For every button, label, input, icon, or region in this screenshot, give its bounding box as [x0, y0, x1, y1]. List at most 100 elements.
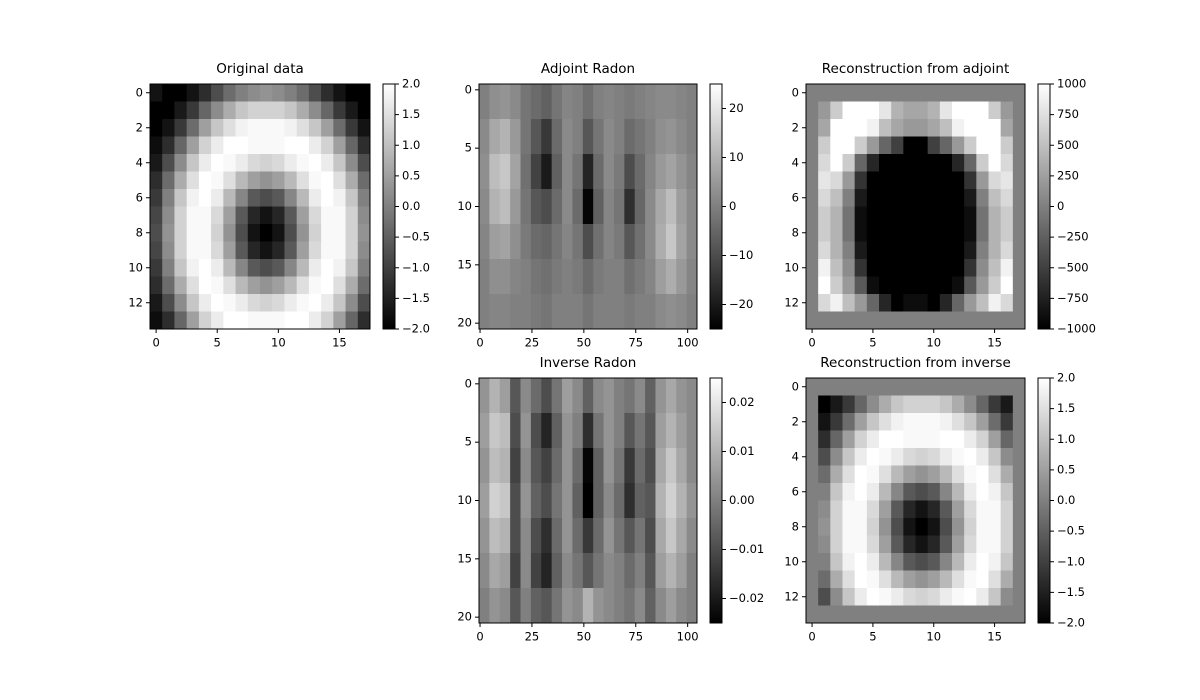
pixel [879, 395, 892, 414]
pixel [655, 413, 667, 449]
pixel [830, 535, 843, 554]
pixel [903, 259, 916, 277]
pixel [479, 154, 490, 190]
pixel [260, 119, 273, 137]
pixel [686, 84, 698, 120]
pixel [593, 154, 604, 190]
colorbar-tick-label: 750 [1057, 107, 1079, 121]
pixel [964, 276, 977, 295]
pixel [572, 189, 584, 225]
pixel [891, 206, 904, 225]
pixel [1012, 224, 1026, 242]
pixel [818, 101, 831, 120]
pixel [520, 154, 532, 190]
pixel [903, 465, 916, 484]
pixel [520, 518, 532, 554]
pixel [976, 605, 989, 624]
pixel [541, 119, 553, 155]
colorbar-tick-label: −750 [1057, 291, 1089, 305]
pixel [211, 276, 224, 295]
pixel [489, 259, 501, 295]
pixel [665, 259, 677, 295]
pixel [686, 413, 698, 449]
pixel [162, 276, 175, 295]
pixel [866, 136, 880, 155]
pixel [198, 311, 212, 330]
pixel [634, 448, 646, 484]
pixel [891, 171, 904, 190]
pixel [806, 241, 819, 260]
pixel [842, 136, 856, 155]
pixel [260, 84, 273, 102]
pixel [891, 311, 904, 330]
pixel [915, 189, 929, 207]
pixel [634, 294, 646, 330]
pixel [927, 259, 941, 277]
pixel [296, 294, 310, 312]
pixel [582, 553, 594, 589]
pixel [520, 259, 532, 295]
pixel [964, 101, 977, 120]
pixel [624, 119, 636, 155]
pixel [854, 535, 868, 554]
pixel [842, 570, 856, 589]
pixel [939, 259, 953, 277]
pixel [284, 311, 298, 330]
pixel [260, 154, 273, 172]
pixel [665, 588, 677, 624]
pixel [1000, 101, 1014, 120]
pixel [854, 171, 868, 190]
pixel [676, 483, 688, 519]
pixel [211, 259, 224, 277]
pixel [1012, 500, 1026, 519]
pixel [150, 84, 163, 102]
pixel [976, 535, 989, 554]
pixel [551, 119, 563, 155]
colorbar-tick-label: 1.5 [1057, 401, 1075, 415]
pixel [1012, 84, 1026, 102]
pixel [198, 136, 212, 155]
pixel [479, 553, 490, 589]
pixel [927, 154, 941, 172]
pixel [198, 206, 212, 225]
chart-title: Adjoint Radon [541, 61, 635, 77]
pixel [939, 154, 953, 172]
pixel [818, 189, 831, 207]
pixel [530, 518, 542, 554]
pixel [830, 171, 843, 190]
pixel [939, 395, 953, 414]
pixel [806, 154, 819, 172]
pixel [655, 154, 667, 190]
y-tick-label: 2 [792, 414, 799, 428]
pixel [676, 553, 688, 589]
pixel [510, 154, 521, 190]
pixel [235, 206, 249, 225]
pixel [321, 276, 334, 295]
pixel [939, 224, 953, 242]
pixel [842, 171, 856, 190]
pixel [927, 413, 941, 431]
pixel [284, 154, 298, 172]
pixel [499, 448, 511, 484]
pixel [927, 224, 941, 242]
colorbar-tick-label: −250 [1057, 230, 1089, 244]
pixel [489, 448, 501, 484]
pixel [676, 189, 688, 225]
pixel [603, 378, 615, 414]
pixel [891, 241, 904, 260]
pixel [1012, 101, 1026, 120]
pixel [162, 154, 175, 172]
pixel [964, 448, 977, 466]
pixel [572, 588, 584, 624]
pixel [634, 259, 646, 295]
pixel [162, 241, 175, 260]
y-tick-label: 20 [457, 610, 472, 624]
pixel [665, 518, 677, 554]
pixel [223, 241, 236, 260]
pixel [818, 500, 831, 519]
pixel [1012, 448, 1026, 466]
pixel [665, 378, 677, 414]
pixel [499, 483, 511, 519]
pixel [572, 294, 584, 330]
pixel [272, 101, 285, 120]
